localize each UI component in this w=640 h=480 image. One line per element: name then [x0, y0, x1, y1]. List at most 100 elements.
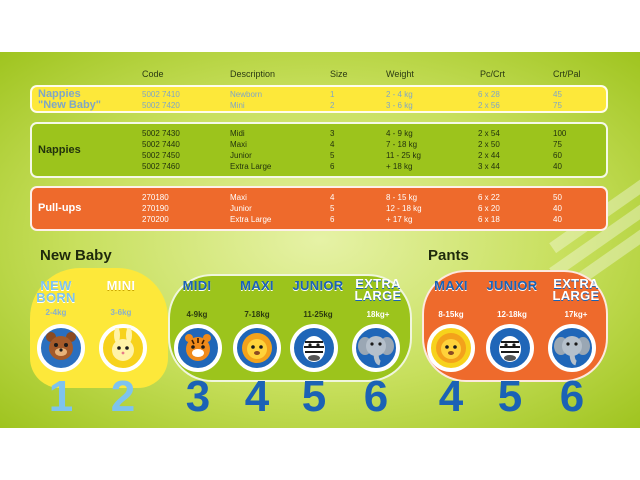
table-cell: 75 — [553, 101, 562, 110]
table-group-pull-ups: Pull-ups 270180 270190 270200 Maxi Junio… — [30, 186, 608, 231]
table-cell: 6 x 28 — [478, 90, 500, 99]
zebra-icon — [486, 324, 534, 372]
size-number: 2 — [110, 372, 136, 421]
crt-pal-column: 45 75 — [553, 89, 562, 111]
size-label-line: MINI — [106, 278, 136, 293]
table-cell: 2 — [330, 101, 335, 110]
table-cell: 5002 7460 — [142, 162, 180, 171]
table-cell: 270180 — [142, 193, 169, 202]
table-cell: Maxi — [230, 193, 247, 202]
section-title-pants: Pants — [428, 247, 469, 264]
table-cell: 45 — [553, 90, 562, 99]
lion-icon — [427, 324, 475, 372]
size-label-line: BORN — [36, 290, 76, 305]
table-cell: 2 - 4 kg — [386, 90, 413, 99]
table-cell: Mini — [230, 101, 245, 110]
table-cell: 6 x 22 — [478, 193, 500, 202]
table-cell: 4 — [330, 140, 335, 149]
size-weight: 18kg+ — [366, 310, 390, 319]
size-label-maxi: MAXI — [232, 279, 282, 292]
size-label-line: LARGE — [552, 288, 600, 303]
table-cell: 5 — [330, 204, 335, 213]
header-description: Description — [230, 69, 276, 79]
header-crt-pal: Crt/Pal — [553, 69, 581, 79]
size-number: 5 — [301, 372, 327, 421]
size-number: 4 — [244, 372, 270, 421]
weight-column: 4 - 9 kg 7 - 18 kg 11 - 25 kg + 18 kg — [386, 128, 421, 172]
size-label-line: JUNIOR — [292, 278, 344, 293]
table-cell: + 17 kg — [386, 215, 413, 224]
table-cell: 5 — [330, 151, 335, 160]
table-cell: Midi — [230, 129, 245, 138]
size-label-line: MIDI — [182, 278, 212, 293]
table-cell: 3 x 44 — [478, 162, 500, 171]
weight-column: 2 - 4 kg 3 - 6 kg — [386, 89, 413, 111]
table-cell: 60 — [553, 151, 562, 160]
size-label-newborn: NEW BORN — [36, 279, 76, 305]
bunny-icon-graphic — [112, 327, 134, 361]
size-number: 4 — [438, 372, 464, 421]
bear-icon — [37, 324, 85, 372]
size-label-line: EXTRA — [553, 276, 599, 291]
table-cell: 50 — [553, 193, 562, 202]
table-cell: 12 - 18 kg — [386, 204, 422, 213]
table-cell: 5002 7410 — [142, 90, 180, 99]
table-group-new-baby: Nappies "New Baby" 5002 7410 5002 7420 N… — [30, 85, 608, 113]
table-cell: + 18 kg — [386, 162, 413, 171]
description-column: Maxi Junior Extra Large — [230, 192, 271, 225]
code-column: 5002 7410 5002 7420 — [142, 89, 180, 111]
table-cell: 40 — [553, 204, 562, 213]
size-label-line: EXTRA — [355, 276, 401, 291]
zebra-icon — [290, 324, 338, 372]
table-cell: 1 — [330, 90, 335, 99]
table-cell: 6 — [330, 215, 335, 224]
header-size: Size — [330, 69, 348, 79]
size-label-line: JUNIOR — [486, 278, 538, 293]
table-cell: 40 — [553, 215, 562, 224]
code-column: 5002 7430 5002 7440 5002 7450 5002 7460 — [142, 128, 180, 172]
header-pc-crt: Pc/Crt — [480, 69, 506, 79]
size-number: 6 — [363, 372, 389, 421]
table-cell: Extra Large — [230, 162, 272, 171]
elephant-icon-graphic — [554, 336, 590, 366]
size-label-midi: MIDI — [174, 278, 220, 293]
zebra-icon-graphic — [303, 336, 325, 362]
size-column: 4 5 6 — [330, 192, 334, 225]
table-group-nappies: Nappies 5002 7430 5002 7440 5002 7450 50… — [30, 122, 608, 178]
crt-pal-column: 50 40 40 — [553, 192, 562, 225]
size-label-line: MAXI — [434, 278, 468, 293]
table-cell: 3 — [330, 129, 335, 138]
size-number: 1 — [48, 372, 74, 421]
table-cell: 2 x 56 — [478, 101, 500, 110]
size-weight: 17kg+ — [564, 310, 588, 319]
size-weight: 11-25kg — [303, 310, 333, 319]
pc-crt-column: 6 x 22 6 x 20 6 x 18 — [478, 192, 500, 225]
table-cell: 2 x 54 — [478, 129, 500, 138]
table-cell: 40 — [553, 162, 562, 171]
group-name-line: Nappies — [38, 88, 81, 100]
group-name: Pull-ups — [38, 202, 81, 214]
weight-column: 8 - 15 kg 12 - 18 kg + 17 kg — [386, 192, 422, 225]
size-column: 1 2 — [330, 89, 334, 111]
size-weight: 12-18kg — [497, 310, 527, 319]
table-cell: 6 x 20 — [478, 204, 500, 213]
table-cell: 4 - 9 kg — [386, 129, 413, 138]
table-cell: 5002 7430 — [142, 129, 180, 138]
table-cell: 6 — [330, 162, 335, 171]
code-column: 270180 270190 270200 — [142, 192, 169, 225]
size-label-pants-junior: JUNIOR — [481, 278, 543, 293]
header-code: Code — [142, 69, 164, 79]
table-cell: 3 - 6 kg — [386, 101, 413, 110]
table-cell: 2 x 50 — [478, 140, 500, 149]
tiger-icon — [174, 324, 222, 372]
crt-pal-column: 100 75 60 40 — [553, 128, 566, 172]
group-name-line: Pull-ups — [38, 202, 82, 214]
bear-icon-graphic — [46, 332, 76, 360]
table-cell: 5002 7420 — [142, 101, 180, 110]
size-weight: 3-6kg — [110, 308, 132, 317]
header-weight: Weight — [386, 69, 414, 79]
group-name: Nappies — [38, 144, 81, 156]
group-name: Nappies "New Baby" — [38, 89, 101, 111]
table-cell: 5002 7440 — [142, 140, 180, 149]
zebra-icon-graphic — [499, 336, 521, 362]
